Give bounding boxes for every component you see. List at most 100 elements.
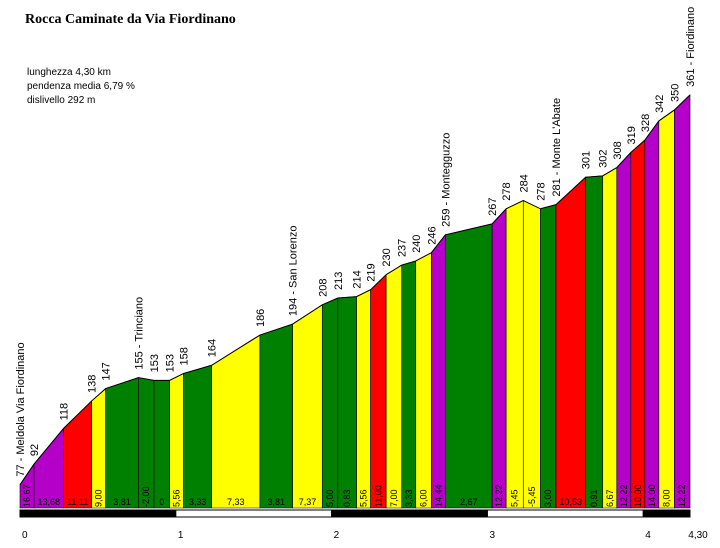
- elevation-label: 281 - Monte L'Abate: [551, 98, 563, 197]
- grade-label: 9,00: [94, 489, 104, 507]
- elevation-label: 342: [654, 95, 666, 113]
- grade-segment: [445, 223, 493, 509]
- km-scale-block: [175, 509, 333, 518]
- elevation-label: 267: [487, 198, 499, 216]
- grade-label: 0,91: [589, 489, 599, 507]
- grade-label: 3,33: [404, 489, 414, 507]
- elevation-label: 350: [669, 84, 681, 102]
- grade-segment: [630, 139, 646, 509]
- grade-label: 14,00: [647, 484, 657, 507]
- grade-segment: [415, 252, 432, 509]
- km-scale-block: [331, 509, 488, 518]
- grade-segment: [540, 204, 557, 509]
- elevation-label: 164: [207, 339, 219, 357]
- grade-label: 12,22: [677, 484, 687, 507]
- elevation-gain-stat: dislivello 292 m: [27, 95, 96, 106]
- elevation-label: 153: [165, 354, 177, 372]
- grade-segment: [616, 151, 632, 509]
- grade-label: 7,33: [227, 497, 245, 507]
- grade-segment: [401, 260, 417, 509]
- x-tick-label: 0: [22, 530, 28, 541]
- elevation-label: 259 - Montegguzzo: [440, 133, 452, 227]
- elevation-label: 301: [581, 151, 593, 169]
- grade-label: 11,11: [67, 497, 88, 507]
- grade-segment: [674, 94, 691, 509]
- elevation-label: 240: [411, 235, 423, 253]
- elevation-label: 278: [535, 182, 547, 200]
- grade-label: 5,56: [359, 489, 369, 507]
- climb-stats: lunghezza 4,30 km pendenza media 6,79 % …: [27, 66, 135, 108]
- elevation-label: 308: [612, 141, 624, 159]
- elevation-label: 230: [381, 248, 393, 266]
- elevation-label: 319: [626, 126, 638, 144]
- grade-segment: [356, 289, 371, 509]
- grade-label: 6,67: [605, 489, 615, 507]
- grade-label: 3,00: [543, 489, 553, 507]
- distance-axis: 0 1 2 3 4 4,30: [19, 509, 708, 541]
- grade-segment: [644, 120, 660, 509]
- elevation-label: 219: [366, 263, 378, 281]
- grade-segment: [505, 200, 524, 509]
- grade-label: -2,00: [141, 486, 151, 507]
- grade-label: 14,44: [433, 484, 443, 507]
- grade-segment: [259, 323, 293, 509]
- elevation-label: 208: [317, 278, 329, 296]
- x-tick-label: 1: [178, 530, 184, 541]
- grade-label: 12,22: [619, 484, 629, 507]
- grade-label: 5,00: [325, 489, 335, 507]
- grade-label: 3,81: [113, 497, 131, 507]
- grade-segment: [555, 176, 586, 509]
- km-scale-block: [19, 509, 177, 518]
- elevation-label: 278: [501, 182, 513, 200]
- elevation-label: 158: [179, 347, 191, 365]
- grade-label: 3,81: [268, 497, 286, 507]
- grade-label: 6,00: [419, 489, 429, 507]
- grade-label: 7,37: [299, 497, 317, 507]
- average-grade-stat: pendenza media 6,79 %: [27, 81, 135, 92]
- grade-label: 5,56: [172, 489, 182, 507]
- grade-segment: [658, 109, 675, 509]
- length-stat: lunghezza 4,30 km: [27, 67, 111, 78]
- grade-segment: [292, 304, 323, 509]
- elevation-label: 194 - San Lorenzo: [288, 226, 300, 317]
- elevation-label: 361 - Fiordinano: [685, 7, 697, 87]
- grade-label: 0,83: [342, 489, 352, 507]
- grade-segment: [431, 233, 446, 509]
- grade-segment: [370, 273, 387, 509]
- elevation-label: 302: [598, 149, 610, 167]
- elevation-label: 155 - Trinciano: [133, 297, 145, 370]
- grade-label: 0: [159, 497, 164, 507]
- grade-label: -5,45: [527, 486, 537, 507]
- grade-label: 16,67: [22, 484, 32, 507]
- elevation-label: 284: [518, 174, 530, 192]
- grade-label: 13,68: [38, 497, 61, 507]
- gradient-segments: [19, 94, 691, 509]
- elevation-label: 214: [352, 270, 364, 288]
- grade-segment: [183, 364, 212, 509]
- elevation-label: 328: [640, 114, 652, 132]
- elevation-label: 153: [149, 354, 161, 372]
- x-tick-label: 2: [334, 530, 340, 541]
- elevation-label: 147: [101, 362, 113, 380]
- x-tick-label: 3: [489, 530, 495, 541]
- grade-segment: [385, 264, 403, 509]
- km-scale-block: [642, 509, 691, 518]
- grade-label: 10,00: [633, 484, 643, 507]
- chart-title: Rocca Caminate da Via Fiordinano: [25, 12, 236, 27]
- grade-label: 10,53: [560, 497, 583, 507]
- elevation-label: 186: [255, 309, 267, 327]
- grade-label: 7,00: [389, 489, 399, 507]
- elevation-label: 118: [59, 403, 71, 421]
- grade-segment: [522, 200, 541, 509]
- elevation-label: 237: [397, 239, 409, 257]
- grade-segment: [321, 297, 339, 509]
- grade-segment: [153, 380, 170, 509]
- grade-label: 12,22: [494, 484, 504, 507]
- grade-label: 2,67: [460, 497, 478, 507]
- elevation-label: 77 - Meldola Via Fiordinano: [15, 342, 27, 476]
- grade-label: 5,45: [510, 489, 520, 507]
- elevation-label: 92: [29, 444, 41, 456]
- grade-segment: [169, 373, 184, 509]
